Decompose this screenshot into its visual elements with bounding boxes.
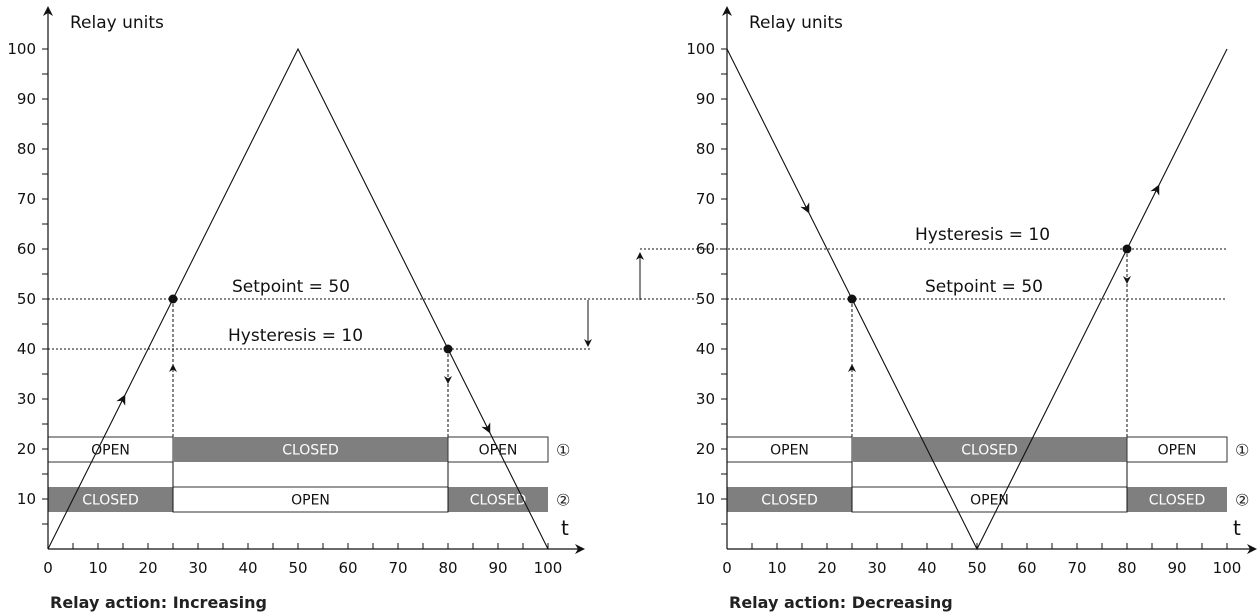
x-tick-label: 10 <box>767 559 786 577</box>
x-tick-label: 80 <box>1117 559 1136 577</box>
y-tick-label: 100 <box>686 40 715 58</box>
y-tick-label: 90 <box>17 90 36 108</box>
relay2-label-1: OPEN <box>970 493 1009 509</box>
relay2-label-2: CLOSED <box>1149 493 1206 509</box>
hysteresis-label: Hysteresis = 10 <box>228 326 363 346</box>
relay2-marker: ② <box>1235 491 1249 510</box>
x-tick-label: 100 <box>1213 559 1242 577</box>
x-tick-label: 30 <box>867 559 886 577</box>
x-tick-label: 50 <box>288 559 307 577</box>
direction-arrow <box>800 202 810 214</box>
x-tick-label: 90 <box>488 559 507 577</box>
y-tick-label: 30 <box>17 390 36 408</box>
y-tick-label: 20 <box>696 440 715 458</box>
relay1-marker: ① <box>556 441 570 460</box>
relay2-marker: ② <box>556 491 570 510</box>
x-axis-title: t <box>1233 516 1241 540</box>
panel-increasing: OPEN CLOSED OPEN ① CLOSED OPEN CLOSED ② 10 20 30 40… <box>7 6 700 612</box>
relay1-label-2: OPEN <box>1158 443 1197 459</box>
x-tick-label: 20 <box>138 559 157 577</box>
setpoint-label: Setpoint = 50 <box>232 277 350 297</box>
y-tick-label: 70 <box>696 190 715 208</box>
x-tick-label: 90 <box>1167 559 1186 577</box>
y-tick-label: 90 <box>696 90 715 108</box>
x-tick-label: 60 <box>1017 559 1036 577</box>
relay2-segment-2 <box>1127 487 1227 512</box>
x-tick-label: 20 <box>817 559 836 577</box>
y-tick-label: 40 <box>696 340 715 358</box>
setpoint-label: Setpoint = 50 <box>925 277 1043 297</box>
x-axis-title: t <box>561 516 569 540</box>
y-tick-label: 80 <box>696 140 715 158</box>
y-tick-label: 50 <box>17 290 36 308</box>
relay1-label-2: OPEN <box>479 443 518 459</box>
panel-caption: Relay action: Decreasing <box>729 593 953 612</box>
setpoint-hysteresis-connector <box>584 252 644 347</box>
relay2-label-0: CLOSED <box>761 493 818 509</box>
relay2-segment-2 <box>448 487 548 512</box>
relay2-label-2: CLOSED <box>470 493 527 509</box>
relay1-label-1: CLOSED <box>961 443 1018 459</box>
panel-caption: Relay action: Increasing <box>50 593 267 612</box>
relay1-label-0: OPEN <box>91 443 130 459</box>
x-tick-label: 0 <box>43 559 53 577</box>
relay1-label-1: CLOSED <box>282 443 339 459</box>
y-tick-label: 80 <box>17 140 36 158</box>
x-tick-label: 10 <box>88 559 107 577</box>
direction-arrow <box>116 394 126 406</box>
direction-arrow <box>1150 184 1160 196</box>
x-tick-label: 70 <box>388 559 407 577</box>
x-tick-label: 60 <box>338 559 357 577</box>
x-tick-label: 40 <box>238 559 257 577</box>
x-tick-label: 40 <box>917 559 936 577</box>
y-tick-label: 50 <box>696 290 715 308</box>
x-tick-label: 70 <box>1067 559 1086 577</box>
x-tick-label: 100 <box>534 559 563 577</box>
relay1-label-0: OPEN <box>770 443 809 459</box>
relay2-segment-1 <box>851 486 1128 513</box>
relay2-segment-0 <box>727 487 852 512</box>
relay1-marker: ① <box>1235 441 1249 460</box>
relay2-label-0: CLOSED <box>82 493 139 509</box>
relay1-segment-2 <box>447 436 549 463</box>
hysteresis-label: Hysteresis = 10 <box>915 225 1050 245</box>
signal-line <box>47 47 549 550</box>
x-tick-label: 50 <box>967 559 986 577</box>
direction-arrow <box>481 422 491 434</box>
y-tick-label: 40 <box>17 340 36 358</box>
x-tick-label: 30 <box>188 559 207 577</box>
signal-line <box>726 48 1228 551</box>
x-tick-label: 0 <box>722 559 732 577</box>
y-axis-title: Relay units <box>749 13 843 33</box>
y-axis-title: Relay units <box>70 13 164 33</box>
relay2-segment-1 <box>172 486 449 513</box>
y-tick-label: 60 <box>17 240 36 258</box>
relay1-segment-2 <box>1126 436 1228 463</box>
y-tick-label: 10 <box>17 490 36 508</box>
y-tick-label: 20 <box>17 440 36 458</box>
panel-decreasing: OPEN CLOSED OPEN ① CLOSED OPEN CLOSED ② 10 20 30 40… <box>640 6 1257 612</box>
relay1-segment-1 <box>173 437 448 462</box>
y-tick-label: 100 <box>7 40 36 58</box>
y-tick-label: 70 <box>17 190 36 208</box>
relay1-segment-1 <box>852 437 1127 462</box>
y-tick-label: 30 <box>696 390 715 408</box>
relay2-label-1: OPEN <box>291 493 330 509</box>
x-tick-label: 80 <box>438 559 457 577</box>
y-tick-label: 10 <box>696 490 715 508</box>
